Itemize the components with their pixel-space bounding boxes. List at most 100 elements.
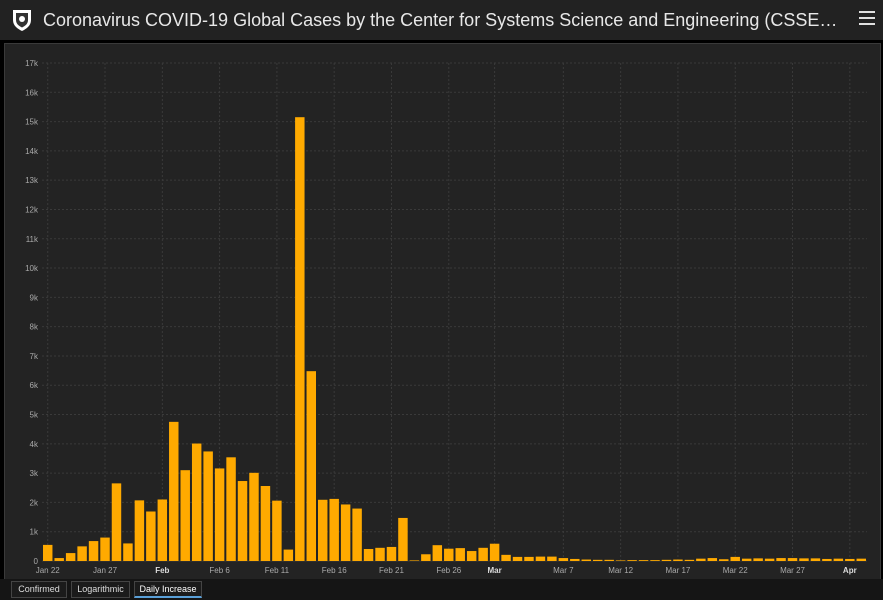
- bar: [272, 500, 282, 561]
- bar: [524, 556, 534, 561]
- bar: [260, 486, 271, 561]
- chart-tabs: Confirmed Logarithmic Daily Increase: [0, 579, 883, 600]
- bar: [363, 548, 374, 561]
- y-tick-label: 15k: [25, 118, 39, 127]
- y-tick-label: 8k: [30, 323, 39, 332]
- x-tick-label: Feb: [155, 566, 169, 575]
- bar: [684, 559, 695, 561]
- bar: [466, 551, 477, 561]
- bar: [444, 548, 454, 561]
- bar: [386, 546, 397, 561]
- x-tick-label: Apr: [843, 566, 857, 575]
- bar: [719, 559, 729, 561]
- bar: [501, 554, 511, 561]
- bar: [845, 558, 855, 561]
- x-tick-label: Feb 11: [265, 566, 290, 575]
- y-tick-label: 10k: [25, 264, 39, 273]
- bar: [88, 541, 99, 561]
- university-seal-icon: [13, 10, 31, 31]
- y-tick-label: 7k: [30, 352, 39, 361]
- bar: [787, 558, 798, 561]
- y-tick-label: 0: [34, 557, 39, 566]
- bar: [627, 560, 637, 561]
- bar: [615, 560, 626, 561]
- bar: [409, 560, 420, 561]
- bar: [421, 554, 431, 561]
- y-tick-label: 11k: [26, 235, 39, 244]
- x-tick-label: Jan 22: [36, 566, 61, 575]
- bar: [673, 559, 683, 561]
- bar: [77, 546, 87, 561]
- y-tick-label: 3k: [30, 469, 39, 478]
- bar: [123, 543, 133, 561]
- x-tick-label: Feb 6: [209, 566, 230, 575]
- x-tick-label: Mar 17: [665, 566, 690, 575]
- bar: [146, 511, 156, 561]
- bar: [558, 558, 569, 561]
- bar: [100, 537, 110, 561]
- bar: [191, 443, 202, 561]
- bar: [764, 558, 775, 561]
- x-tick-label: Feb 16: [322, 566, 347, 575]
- bar: [455, 548, 465, 561]
- bar: [741, 558, 752, 561]
- y-tick-label: 9k: [30, 293, 39, 302]
- bar: [432, 545, 443, 561]
- bar: [856, 558, 866, 561]
- bar: [547, 556, 557, 561]
- bar: [111, 483, 122, 561]
- bar: [512, 556, 523, 561]
- app-header: Coronavirus COVID-19 Global Cases by the…: [0, 0, 883, 41]
- bar: [306, 371, 316, 561]
- bar: [340, 504, 351, 561]
- bar: [570, 558, 580, 561]
- y-tick-label: 4k: [30, 440, 39, 449]
- bar: [707, 558, 718, 561]
- bar: [638, 560, 649, 561]
- bar: [730, 556, 740, 561]
- chart-panel: 0 1k 2k 3k 4k 5k 6k 7k 8k 9k 10k 11k 12k 13k 14k 15k 16k…: [4, 43, 881, 580]
- tab-logarithmic[interactable]: Logarithmic: [71, 581, 130, 598]
- y-tick-label: 2k: [30, 498, 39, 507]
- bar: [833, 558, 844, 561]
- x-tick-label: Jan 27: [93, 566, 118, 575]
- tab-daily-increase[interactable]: Daily Increase: [134, 581, 202, 598]
- bar: [535, 556, 546, 561]
- bar: [375, 547, 385, 561]
- page-title: Coronavirus COVID-19 Global Cases by the…: [43, 10, 843, 30]
- bar: [237, 481, 248, 561]
- x-tick-label: Feb 21: [379, 566, 404, 575]
- bar: [593, 559, 603, 561]
- bar: [214, 468, 225, 561]
- bar: [352, 508, 362, 561]
- bar: [65, 553, 76, 561]
- x-tick-label: Feb 26: [436, 566, 461, 575]
- bar: [661, 559, 672, 561]
- y-tick-label: 13k: [25, 176, 39, 185]
- bar: [650, 560, 660, 561]
- bar: [604, 559, 614, 561]
- bar: [822, 558, 832, 561]
- x-tick-label: Mar: [487, 566, 501, 575]
- bar: [696, 558, 706, 561]
- bar: [226, 457, 236, 561]
- tab-confirmed[interactable]: Confirmed: [11, 581, 67, 598]
- bar: [581, 559, 591, 561]
- y-tick-label: 1k: [30, 528, 39, 537]
- bar: [753, 558, 763, 561]
- bar: [318, 499, 328, 561]
- bar: [398, 517, 408, 561]
- y-tick-label: 6k: [30, 381, 39, 390]
- x-tick-label: Mar 27: [780, 566, 805, 575]
- y-tick-label: 17k: [25, 59, 39, 68]
- bar: [329, 498, 339, 561]
- hamburger-menu-icon[interactable]: [859, 11, 875, 27]
- bar: [283, 549, 294, 561]
- bar: [43, 544, 53, 561]
- x-tick-label: Mar 22: [723, 566, 748, 575]
- y-tick-label: 12k: [25, 205, 39, 214]
- y-tick-label: 5k: [30, 411, 39, 420]
- bar: [478, 547, 488, 561]
- bar: [134, 500, 145, 561]
- bar: [157, 499, 168, 561]
